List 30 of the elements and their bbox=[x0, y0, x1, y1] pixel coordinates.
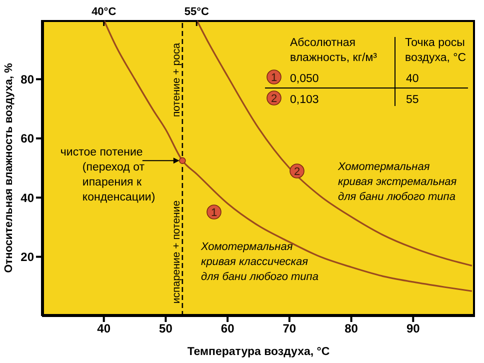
y-axis-title: Относительная влажность воздуха, % bbox=[3, 62, 15, 273]
x2-tick-label: 40°C bbox=[92, 6, 116, 18]
annotation: 0,103 bbox=[290, 94, 319, 106]
x-tick-label: 90 bbox=[406, 322, 420, 336]
annotation: 1 bbox=[270, 72, 278, 84]
annotation: Точка росы воздуха, °C bbox=[405, 37, 466, 64]
annotation: 0,050 bbox=[290, 73, 319, 85]
series-label: Хомотермальная кривая экстремальная для бани любого типа bbox=[337, 161, 457, 203]
annotation: Абсолютная влажность, кг/м³ bbox=[290, 37, 378, 64]
ref-line-label: потение + роса bbox=[170, 42, 182, 118]
annotation: 2 bbox=[270, 93, 278, 105]
annotation: чистое потение (переход от ипарения к конденсации) bbox=[60, 146, 156, 204]
annotation: 1 bbox=[210, 207, 218, 219]
x-tick-label: 40 bbox=[97, 322, 111, 336]
y-tick-label: 60 bbox=[20, 132, 34, 146]
x-axis-title: Температура воздуха, °C bbox=[187, 346, 330, 358]
y-tick-label: 20 bbox=[20, 250, 34, 264]
annotation: 40 bbox=[406, 73, 419, 85]
annotation: 55 bbox=[406, 94, 419, 106]
line-series bbox=[196, 20, 473, 266]
x-tick-label: 60 bbox=[220, 322, 235, 336]
x-tick-label: 80 bbox=[344, 322, 358, 336]
x-tick-label: 70 bbox=[282, 322, 296, 336]
y-tick-label: 80 bbox=[20, 72, 34, 86]
x-tick-label: 50 bbox=[159, 322, 173, 336]
x2-tick-label: 55°C bbox=[184, 6, 209, 18]
series-label: Хомотермальная кривая классическая для бани любого типа bbox=[200, 241, 318, 283]
y-tick-label: 40 bbox=[20, 190, 34, 205]
annotation: 2 bbox=[294, 166, 300, 178]
annotation: испарение + потение bbox=[170, 200, 182, 304]
